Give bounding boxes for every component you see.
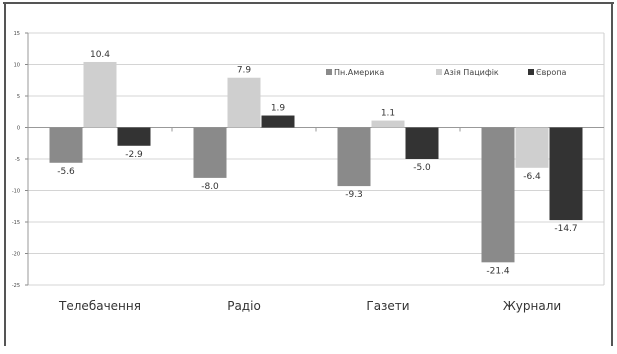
bar — [261, 115, 295, 128]
legend-swatch — [436, 69, 442, 75]
bar — [405, 127, 439, 159]
legend-swatch — [326, 69, 332, 75]
data-label: -8.0 — [201, 182, 219, 192]
legend: Пн.Америка Азія Пацифік Європа — [326, 68, 567, 77]
legend-label: Європа — [536, 68, 567, 77]
data-label: 1.1 — [381, 109, 395, 119]
y-tick-label: -5 — [15, 157, 20, 163]
data-label: 10.4 — [90, 50, 110, 60]
y-tick-label: 0 — [17, 126, 20, 132]
bar — [227, 77, 261, 128]
y-tick-label: 15 — [14, 31, 20, 37]
bar — [117, 127, 151, 146]
data-label: 1.9 — [271, 104, 286, 114]
y-tick-label: -15 — [12, 220, 20, 226]
bar — [481, 127, 515, 263]
bar — [83, 61, 117, 128]
x-category-label: Радіо — [227, 299, 261, 313]
legend-swatch — [528, 69, 534, 75]
y-tick-label: 10 — [14, 63, 20, 69]
x-category-label: Телебачення — [58, 299, 141, 313]
data-label: 7.9 — [237, 66, 252, 76]
bar — [515, 127, 549, 168]
y-tick-label: -10 — [12, 189, 20, 195]
data-label: -5.6 — [57, 167, 75, 177]
data-label: -9.3 — [345, 190, 363, 200]
bar — [549, 127, 583, 221]
data-labels: -5.6 10.4 -2.9 -8.0 7.9 1.9 -9.3 1.1 -5.0 -21.4 -6… — [57, 50, 577, 276]
bar — [193, 127, 227, 178]
legend-label: Пн.Америка — [334, 68, 384, 77]
data-label: -14.7 — [554, 224, 577, 234]
x-category-label: Журнали — [503, 299, 561, 313]
data-label: -5.0 — [413, 163, 431, 173]
y-tick-label: 5 — [17, 94, 20, 100]
legend-label: Азія Пацифік — [444, 68, 499, 77]
data-label: -21.4 — [486, 266, 510, 276]
bars — [49, 61, 583, 263]
y-tick-label: -20 — [12, 252, 20, 258]
y-tick-label: -25 — [12, 283, 20, 289]
bar — [371, 120, 405, 128]
data-label: -6.4 — [523, 172, 541, 182]
data-label: -2.9 — [125, 150, 143, 160]
x-category-label: Газети — [366, 299, 409, 313]
bar — [49, 127, 83, 163]
bar — [337, 127, 371, 187]
